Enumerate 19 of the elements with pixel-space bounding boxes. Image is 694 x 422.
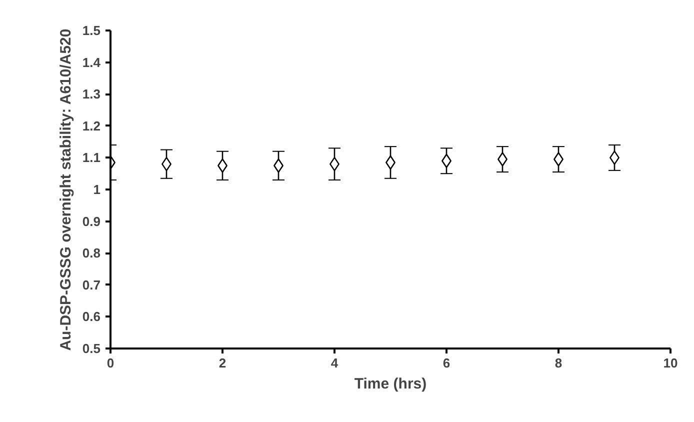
y-tick-label: 1.2 [82,118,101,134]
x-tick-label: 6 [442,356,450,370]
y-tick-label: 1.5 [82,23,101,38]
y-axis-title: Au-DSP-GSSG overnight stability: A610/A520 [57,28,74,351]
x-tick-label: 2 [218,356,226,370]
y-tick-label: 0.7 [82,277,101,292]
x-axis-title: Time (hrs) [354,376,427,392]
y-tick-label: 0.8 [82,246,101,261]
y-tick-label: 1.1 [82,150,101,166]
y-tick-label: 1 [93,182,101,197]
x-tick-label: 0 [106,356,114,370]
y-tick-label: 0.5 [82,341,101,356]
x-tick-label: 10 [663,356,678,370]
y-tick-label: 1.4 [82,54,102,70]
y-tick-label: 1.3 [82,86,101,102]
x-tick-label: 4 [330,356,339,370]
y-tick-label: 0.6 [82,309,101,324]
y-tick-label: 0.9 [82,214,101,229]
x-tick-label: 8 [554,356,562,370]
